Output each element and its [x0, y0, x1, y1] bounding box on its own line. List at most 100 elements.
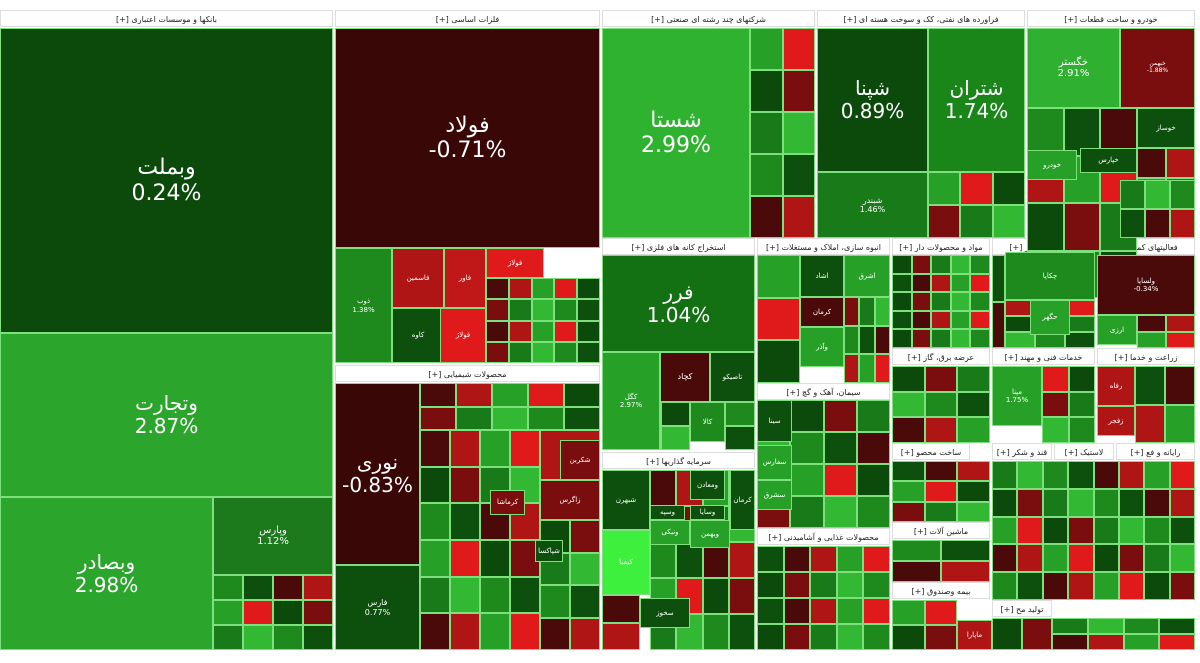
- stock-tile[interactable]: [303, 575, 333, 600]
- stock-tile[interactable]: [782, 196, 815, 238]
- stock-tile[interactable]: [750, 196, 783, 238]
- stock-tile[interactable]: [725, 402, 755, 426]
- stock-tile[interactable]: تاصیکو: [710, 352, 755, 402]
- stock-tile[interactable]: [486, 341, 509, 363]
- sector-header[interactable]: ساخت محصو [+]: [892, 443, 970, 460]
- stock-tile[interactable]: [892, 481, 925, 502]
- stock-tile[interactable]: شبهرن: [602, 470, 650, 530]
- stock-tile[interactable]: [486, 320, 509, 342]
- stock-tile[interactable]: [810, 598, 837, 624]
- stock-tile[interactable]: [874, 325, 890, 355]
- stock-tile[interactable]: [782, 112, 815, 154]
- stock-tile[interactable]: [1166, 331, 1195, 348]
- stock-tile[interactable]: خبهمن -1.88%: [1120, 28, 1195, 108]
- stock-tile[interactable]: [892, 561, 941, 582]
- stock-tile[interactable]: [1145, 180, 1170, 209]
- stock-tile[interactable]: ولساپا -0.34%: [1097, 255, 1195, 315]
- stock-tile[interactable]: [1068, 366, 1095, 392]
- stock-tile[interactable]: [1144, 461, 1170, 489]
- stock-tile[interactable]: [660, 402, 690, 426]
- stock-tile[interactable]: سشرق: [757, 480, 792, 510]
- stock-tile[interactable]: [810, 624, 837, 650]
- stock-tile[interactable]: ومعادن: [690, 470, 725, 500]
- stock-tile[interactable]: [450, 503, 480, 540]
- stock-tile[interactable]: [1137, 315, 1166, 332]
- stock-tile[interactable]: شپاکسا: [535, 540, 563, 562]
- stock-tile[interactable]: کچاد: [660, 352, 710, 402]
- stock-tile[interactable]: [844, 297, 860, 326]
- stock-tile[interactable]: [823, 400, 857, 432]
- stock-tile[interactable]: [992, 255, 1005, 302]
- stock-tile[interactable]: ونیکی: [650, 520, 690, 545]
- stock-tile[interactable]: [856, 464, 890, 496]
- stock-tile[interactable]: [863, 624, 890, 650]
- stock-tile[interactable]: وبملت 0.24%: [0, 28, 333, 333]
- stock-tile[interactable]: [836, 624, 864, 650]
- sector-header[interactable]: فلزات اساسی [+]: [335, 10, 600, 27]
- sector-header[interactable]: تولید مح [+]: [992, 600, 1052, 617]
- stock-tile[interactable]: [757, 297, 800, 341]
- sector-header[interactable]: قند و شکر [+]: [992, 443, 1052, 460]
- stock-tile[interactable]: [924, 625, 957, 650]
- stock-tile[interactable]: [928, 205, 961, 238]
- stock-tile[interactable]: فولاژ: [486, 248, 544, 278]
- stock-tile[interactable]: [1169, 544, 1195, 573]
- stock-tile[interactable]: [676, 542, 703, 578]
- stock-tile[interactable]: [911, 273, 932, 293]
- stock-tile[interactable]: [782, 70, 815, 112]
- stock-tile[interactable]: [702, 578, 729, 614]
- stock-tile[interactable]: [892, 501, 925, 522]
- stock-tile[interactable]: [810, 572, 837, 598]
- stock-tile[interactable]: ماپارا: [957, 620, 992, 650]
- stock-tile[interactable]: [992, 618, 1022, 650]
- stock-tile[interactable]: شستا 2.99%: [602, 28, 750, 238]
- stock-tile[interactable]: [970, 273, 990, 293]
- stock-tile[interactable]: [1118, 516, 1145, 545]
- stock-tile[interactable]: [528, 406, 564, 430]
- stock-tile[interactable]: [863, 598, 890, 624]
- stock-tile[interactable]: [1137, 331, 1166, 348]
- stock-tile[interactable]: [950, 329, 971, 348]
- stock-tile[interactable]: [957, 461, 990, 482]
- stock-tile[interactable]: فولاد -0.71%: [335, 28, 600, 248]
- stock-tile[interactable]: [1068, 391, 1095, 418]
- sector-header[interactable]: سرمایه گذاریها [+]: [602, 452, 755, 469]
- stock-tile[interactable]: کرمان: [730, 470, 755, 530]
- stock-tile[interactable]: [1165, 366, 1195, 405]
- stock-tile[interactable]: [450, 466, 480, 504]
- stock-tile[interactable]: فارس 0.77%: [335, 565, 420, 650]
- stock-tile[interactable]: [1087, 618, 1124, 634]
- stock-tile[interactable]: [725, 426, 755, 450]
- stock-tile[interactable]: [892, 255, 912, 274]
- stock-tile[interactable]: [420, 540, 450, 577]
- stock-tile[interactable]: [810, 546, 837, 572]
- stock-tile[interactable]: [1017, 572, 1043, 600]
- stock-tile[interactable]: اشرق: [844, 255, 890, 297]
- stock-tile[interactable]: [564, 406, 600, 430]
- sector-header[interactable]: خودرو و ساخت قطعات [+]: [1027, 10, 1195, 27]
- stock-tile[interactable]: [1052, 618, 1088, 634]
- stock-tile[interactable]: [783, 572, 811, 598]
- stock-tile[interactable]: [456, 383, 492, 407]
- stock-tile[interactable]: [757, 624, 784, 650]
- stock-tile[interactable]: چکاپا: [1005, 252, 1095, 300]
- stock-tile[interactable]: [531, 278, 555, 300]
- stock-tile[interactable]: [941, 540, 990, 561]
- stock-tile[interactable]: [273, 600, 303, 625]
- stock-tile[interactable]: [1068, 461, 1094, 489]
- stock-tile[interactable]: [992, 516, 1018, 545]
- stock-tile[interactable]: [911, 310, 932, 330]
- stock-tile[interactable]: [970, 329, 990, 348]
- stock-tile[interactable]: [1093, 488, 1119, 517]
- stock-tile[interactable]: [1135, 404, 1165, 443]
- stock-tile[interactable]: [957, 501, 990, 522]
- stock-tile[interactable]: [931, 255, 951, 274]
- stock-tile[interactable]: [892, 625, 925, 650]
- sector-header[interactable]: مواد و محصولات دار [+]: [892, 238, 990, 255]
- stock-tile[interactable]: [531, 341, 555, 363]
- stock-tile[interactable]: [941, 561, 990, 582]
- stock-tile[interactable]: [950, 255, 971, 274]
- stock-tile[interactable]: [1123, 618, 1160, 634]
- stock-tile[interactable]: [892, 310, 912, 330]
- stock-tile[interactable]: [823, 496, 857, 528]
